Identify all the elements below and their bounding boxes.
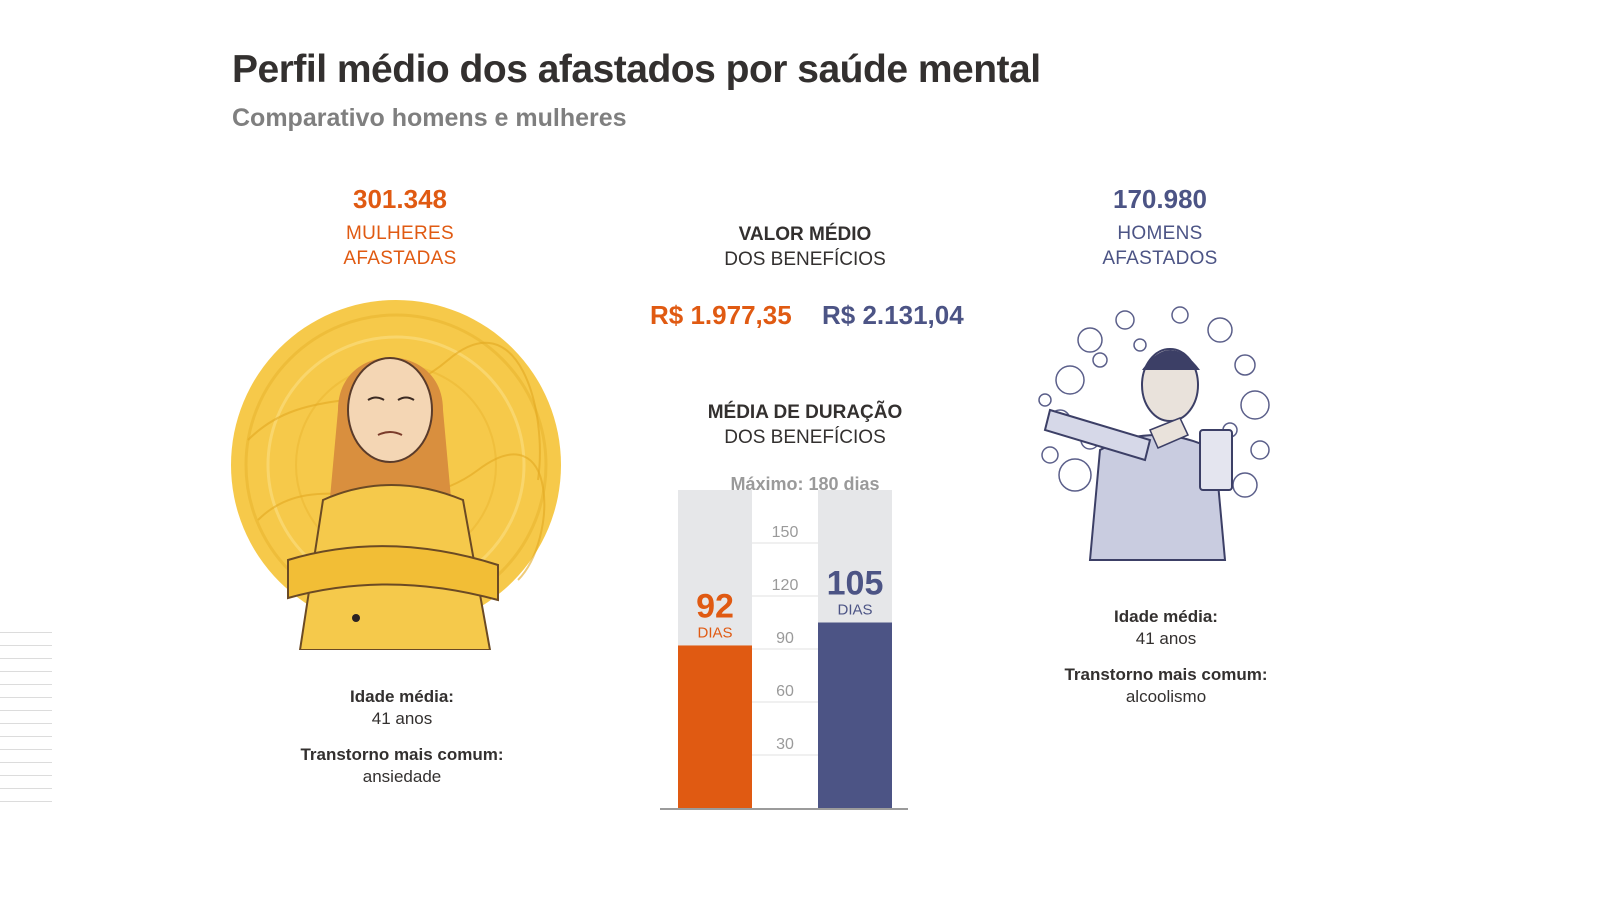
- bar-unit-label: DIAS: [697, 624, 732, 641]
- men-age-label: Idade média:: [1114, 607, 1218, 626]
- men-summary: 170.980 HOMENS AFASTADOS: [1060, 184, 1260, 271]
- bar-unit-label: DIAS: [837, 602, 872, 619]
- man-illustration: [1038, 306, 1270, 561]
- women-count: 301.348: [353, 184, 447, 214]
- benefit-heading-line1: VALOR MÉDIO: [738, 224, 872, 245]
- y-tick-label: 120: [772, 577, 799, 594]
- y-tick-label: 30: [776, 736, 794, 753]
- men-disorder-label: Transtorno mais comum:: [1064, 665, 1268, 684]
- decorative-side-lines: [0, 632, 52, 812]
- women-disorder-value: ansiedade: [362, 767, 442, 786]
- men-benefit-value: R$ 2.131,04: [822, 300, 964, 330]
- women-benefit-value: R$ 1.977,35: [650, 300, 792, 330]
- men-label-line1: HOMENS: [1117, 223, 1203, 244]
- y-tick-label: 90: [776, 630, 794, 647]
- man-figure: [1043, 348, 1233, 561]
- women-label-line2: AFASTADAS: [343, 248, 457, 269]
- bar-mulheres: [678, 645, 752, 808]
- duration-heading: MÉDIA DE DURAÇÃO DOS BENEFÍCIOS: [680, 400, 930, 450]
- benefit-heading: VALOR MÉDIO DOS BENEFÍCIOS: [680, 222, 930, 272]
- bar-value-label: 105: [827, 565, 884, 603]
- benefit-heading-line2: DOS BENEFÍCIOS: [724, 249, 886, 270]
- bar-value-label: 92: [696, 587, 734, 625]
- men-info: Idade média: 41 anos Transtorno mais com…: [1006, 606, 1326, 722]
- women-disorder-label: Transtorno mais comum:: [300, 745, 504, 764]
- page-title: Perfil médio dos afastados por saúde men…: [232, 48, 1041, 91]
- men-age-value: 41 anos: [1135, 629, 1197, 648]
- women-age-value: 41 anos: [371, 709, 433, 728]
- men-label-line2: AFASTADOS: [1102, 248, 1218, 269]
- y-tick-label: 150: [772, 524, 799, 541]
- max-duration-label: Máximo: 180 dias: [730, 474, 880, 494]
- women-info: Idade média: 41 anos Transtorno mais com…: [242, 686, 562, 802]
- y-tick-label: 60: [776, 683, 794, 700]
- women-summary: 301.348 MULHERES AFASTADAS: [300, 184, 500, 271]
- woman-figure: [287, 357, 499, 650]
- women-label-line1: MULHERES: [346, 223, 454, 244]
- men-count: 170.980: [1113, 184, 1207, 214]
- bar-homens: [818, 622, 892, 808]
- page-subtitle: Comparativo homens e mulheres: [232, 104, 627, 132]
- men-disorder-value: alcoolismo: [1125, 687, 1207, 706]
- women-age-label: Idade média:: [350, 687, 454, 706]
- duration-heading-line2: DOS BENEFÍCIOS: [724, 427, 886, 448]
- duration-heading-line1: MÉDIA DE DURAÇÃO: [707, 402, 903, 423]
- woman-illustration: [231, 300, 561, 650]
